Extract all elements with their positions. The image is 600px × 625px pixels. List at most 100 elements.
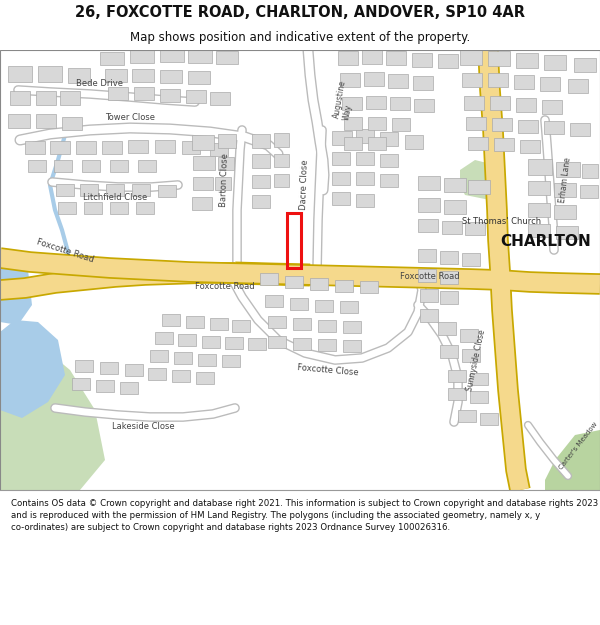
Bar: [390, 97, 410, 110]
Bar: [364, 72, 384, 86]
Bar: [310, 278, 328, 290]
Bar: [274, 154, 289, 167]
Bar: [248, 338, 266, 350]
Bar: [232, 320, 250, 332]
Bar: [148, 368, 166, 380]
Bar: [56, 184, 74, 196]
Bar: [162, 314, 180, 326]
Bar: [274, 133, 289, 147]
Bar: [440, 345, 458, 358]
Bar: [418, 198, 440, 212]
Bar: [528, 181, 550, 195]
Bar: [556, 226, 578, 239]
Bar: [138, 160, 156, 172]
Text: Foxcotte Road: Foxcotte Road: [400, 272, 460, 281]
Bar: [342, 97, 362, 110]
Bar: [520, 140, 540, 153]
Bar: [460, 329, 478, 342]
Bar: [50, 141, 70, 154]
Text: CHARLTON: CHARLTON: [500, 234, 591, 249]
Bar: [514, 75, 534, 89]
Bar: [338, 51, 358, 65]
Bar: [448, 388, 466, 400]
Bar: [340, 301, 358, 313]
Bar: [160, 89, 180, 102]
Bar: [110, 160, 128, 172]
Bar: [380, 154, 398, 167]
Bar: [36, 91, 56, 105]
Text: Contains OS data © Crown copyright and database right 2021. This information is : Contains OS data © Crown copyright and d…: [11, 499, 598, 532]
Bar: [210, 318, 228, 330]
Bar: [440, 251, 458, 264]
Bar: [420, 289, 438, 302]
Bar: [102, 141, 122, 154]
Bar: [468, 137, 488, 150]
Bar: [362, 50, 382, 64]
Bar: [356, 172, 374, 185]
Bar: [556, 162, 580, 177]
Bar: [470, 373, 488, 385]
Bar: [494, 138, 514, 151]
Bar: [332, 131, 352, 145]
Bar: [480, 413, 498, 425]
Bar: [260, 273, 278, 285]
Bar: [488, 51, 510, 66]
Bar: [80, 184, 98, 196]
Bar: [58, 202, 76, 214]
Bar: [268, 316, 286, 328]
Bar: [462, 73, 482, 87]
Text: Foxcotte Road: Foxcotte Road: [195, 282, 255, 291]
Bar: [464, 96, 484, 110]
Bar: [580, 185, 598, 198]
Bar: [462, 253, 480, 266]
Bar: [344, 117, 362, 130]
Bar: [466, 117, 486, 130]
Bar: [193, 177, 213, 190]
Bar: [492, 118, 512, 131]
Bar: [62, 117, 82, 130]
Bar: [582, 164, 598, 178]
Bar: [343, 321, 361, 333]
Bar: [460, 50, 482, 65]
Text: St Thomas' Church: St Thomas' Church: [462, 217, 541, 226]
Bar: [54, 160, 72, 172]
Bar: [340, 73, 360, 87]
Bar: [413, 76, 433, 90]
Bar: [136, 202, 154, 214]
Bar: [418, 219, 438, 232]
Bar: [366, 96, 386, 109]
Bar: [343, 340, 361, 352]
Bar: [222, 355, 240, 367]
Bar: [76, 141, 96, 154]
Bar: [332, 152, 350, 165]
Bar: [202, 336, 220, 348]
Bar: [192, 135, 214, 150]
Text: Lakeside Close: Lakeside Close: [112, 422, 175, 431]
Bar: [554, 183, 576, 197]
Bar: [332, 192, 350, 205]
Bar: [344, 137, 362, 150]
Bar: [252, 154, 270, 168]
Bar: [574, 58, 596, 72]
Bar: [160, 70, 182, 83]
Bar: [100, 362, 118, 374]
Bar: [218, 134, 236, 148]
Bar: [414, 99, 434, 112]
Bar: [418, 249, 436, 262]
Bar: [110, 202, 128, 214]
Bar: [528, 159, 552, 175]
Bar: [84, 202, 102, 214]
Bar: [10, 91, 30, 105]
Bar: [196, 372, 214, 384]
Bar: [418, 269, 436, 282]
Bar: [198, 354, 216, 366]
Bar: [215, 177, 231, 190]
Bar: [380, 174, 398, 187]
Bar: [182, 141, 200, 154]
Bar: [528, 224, 550, 237]
Bar: [293, 338, 311, 350]
Bar: [368, 137, 386, 150]
Bar: [192, 197, 212, 210]
Bar: [120, 382, 138, 394]
Bar: [186, 90, 206, 103]
